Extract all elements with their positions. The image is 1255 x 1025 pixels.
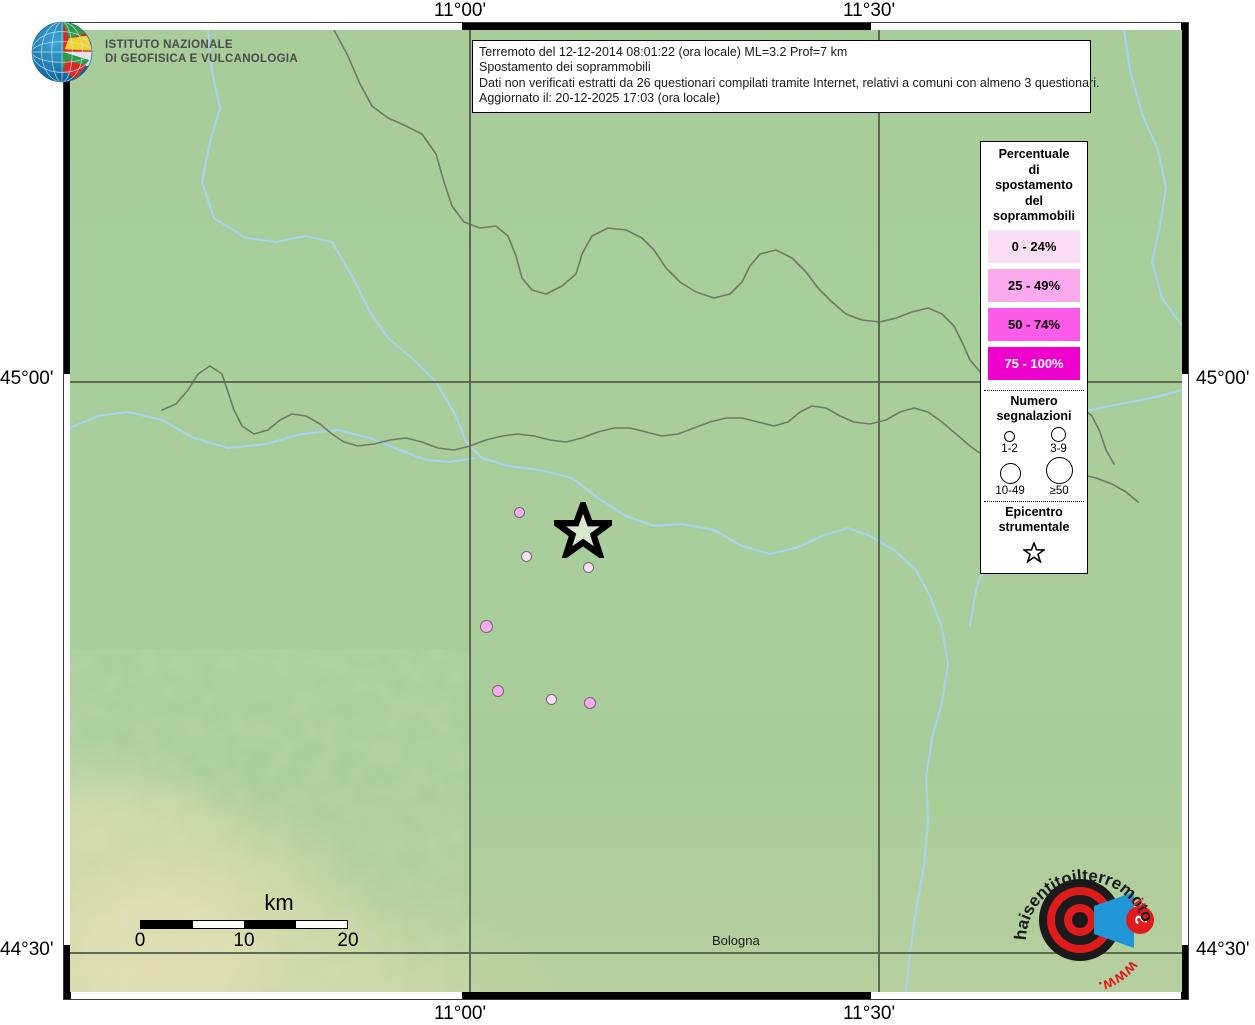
x-axis-tick-top-2: 11°30'	[843, 0, 896, 21]
frame-band-left-3	[64, 945, 71, 999]
hsit-logo-bottom-text: www.	[1097, 957, 1142, 993]
event-info-line-2: Spostamento dei soprammobili	[479, 60, 651, 75]
ingv-globe-icon	[31, 21, 93, 83]
ingv-logo-text: ISTITUTO NAZIONALE DI GEOFISICA E VULCAN…	[105, 38, 298, 66]
city-label-bologna: Bologna	[712, 933, 760, 948]
y-axis-tick-left-2: 44°30'	[0, 939, 54, 960]
epicentre-star-legend-icon	[1023, 541, 1045, 563]
graticule-parallel-45-00	[70, 381, 1182, 383]
frame-band-right-3	[1181, 945, 1188, 999]
y-axis-tick-left-1: 45°00'	[0, 368, 54, 389]
legend-count-item-50-plus: ≥50	[1045, 456, 1073, 497]
scale-bar: km 0 10 20	[135, 890, 392, 951]
frame-band-bottom-3	[871, 992, 1188, 999]
event-info-line-4: Aggiornato il: 20-12-2025 17:03 (ora loc…	[479, 91, 721, 106]
legend-count-title: Numero segnalazioni	[981, 391, 1087, 426]
map-legend: Percentuale di spostamento del soprammob…	[980, 141, 1088, 574]
count-circle-small-icon	[1004, 430, 1015, 442]
legend-epicentre-title-line-2: strumentale	[998, 519, 1070, 534]
x-axis-tick-top-1: 11°00'	[434, 0, 487, 21]
terrain-texture	[70, 650, 470, 992]
legend-count-item-10-49: 10-49	[995, 462, 1025, 497]
ingv-logo-line2: DI GEOFISICA E VULCANOLOGIA	[105, 53, 298, 65]
x-axis-tick-bottom-1: 11°00'	[434, 1003, 487, 1024]
legend-swatch-75-100[interactable]: 75 - 100%	[988, 346, 1080, 380]
count-circle-large-icon	[999, 462, 1021, 484]
hsit-question-mark: ?	[1131, 914, 1151, 927]
ingv-logo: ISTITUTO NAZIONALE DI GEOFISICA E VULCAN…	[28, 18, 298, 86]
scale-bar-segment	[295, 921, 347, 928]
legend-title-line-2: di	[1028, 162, 1040, 177]
legend-epicentre-title-line-1: Epicentro	[1005, 504, 1063, 519]
frame-band-right-1	[1181, 23, 1188, 374]
count-circle-medium-icon	[1051, 426, 1066, 442]
legend-title-line-3: spostamento	[995, 178, 1073, 192]
graticule-meridian-11-00	[469, 30, 471, 992]
report-marker[interactable]	[492, 685, 504, 697]
graticule-meridian-11-30	[878, 30, 880, 992]
scale-bar-tick-10: 10	[233, 930, 255, 951]
event-info-line-3: Dati non verificati estratti da 26 quest…	[479, 75, 1100, 90]
legend-epicentre-title: Epicentro strumentale	[981, 502, 1087, 537]
epicentre-star-icon[interactable]	[554, 502, 612, 558]
legend-swatch-25-49[interactable]: 25 - 49%	[988, 268, 1080, 302]
legend-count-label-1-2: 1-2	[1001, 442, 1018, 455]
legend-count-row-1: 1-2 3-9	[981, 426, 1087, 455]
legend-swatch-list: 0 - 24% 25 - 49% 50 - 74% 75 - 100%	[981, 228, 1087, 388]
x-axis-tick-bottom-2: 11°30'	[843, 1003, 896, 1024]
frame-band-bottom-1	[64, 992, 462, 999]
report-marker[interactable]	[584, 697, 596, 709]
event-info-box: Terremoto del 12-12-2014 08:01:22 (ora l…	[472, 40, 1100, 113]
legend-divider-1	[984, 389, 1084, 391]
legend-swatch-0-24[interactable]: 0 - 24%	[988, 229, 1080, 263]
frame-band-top-1	[64, 23, 462, 30]
count-circle-xlarge-icon	[1045, 456, 1073, 484]
frame-band-top-2	[462, 23, 871, 30]
legend-title: Percentuale di spostamento del soprammob…	[981, 142, 1087, 228]
y-axis-tick-right-1: 45°00'	[1196, 368, 1250, 389]
y-axis-tick-right-2: 44°30'	[1196, 939, 1250, 960]
legend-title-line-4: del	[1024, 193, 1044, 208]
report-marker[interactable]	[521, 551, 532, 562]
legend-count-label-10-49: 10-49	[995, 484, 1025, 497]
legend-swatch-50-74[interactable]: 50 - 74%	[988, 307, 1080, 341]
frame-band-bottom-2	[462, 992, 871, 999]
report-marker[interactable]	[480, 620, 493, 633]
report-marker[interactable]	[514, 507, 525, 518]
frame-band-left-1	[64, 23, 71, 374]
legend-count-row-2: 10-49 ≥50	[981, 455, 1087, 497]
scale-bar-track	[140, 920, 348, 929]
legend-divider-2	[984, 500, 1084, 502]
frame-band-top-3	[871, 23, 1188, 30]
hsit-logo[interactable]: ? haisentitoilterremoto .it www.	[1010, 848, 1160, 993]
legend-count-item-1-2: 1-2	[1001, 430, 1018, 455]
scale-bar-segment	[244, 921, 296, 928]
legend-count-label-3-9: 3-9	[1050, 442, 1067, 455]
legend-count-item-3-9: 3-9	[1050, 426, 1067, 455]
scale-bar-segment	[192, 921, 244, 928]
legend-epicentre-symbol	[981, 537, 1087, 573]
frame-band-left-2	[64, 374, 71, 945]
scale-bar-unit: km	[264, 890, 294, 915]
legend-count-title-line-2: segnalazioni	[996, 408, 1072, 423]
admin-boundary-layer	[161, 30, 1139, 503]
legend-count-title-line-1: Numero	[1010, 393, 1058, 408]
report-marker[interactable]	[583, 562, 594, 573]
frame-band-right-2	[1181, 374, 1188, 945]
report-marker[interactable]	[546, 694, 557, 705]
scale-bar-tick-0: 0	[134, 930, 146, 951]
legend-title-line-1: Percentuale	[998, 147, 1070, 161]
legend-count-label-50-plus: ≥50	[1049, 484, 1069, 497]
ingv-logo-line1: ISTITUTO NAZIONALE	[105, 39, 233, 51]
graticule-parallel-44-30	[70, 952, 1182, 954]
scale-bar-ticks: 0 10 20	[135, 929, 359, 951]
legend-title-line-5: soprammobili	[993, 209, 1075, 223]
scale-bar-tick-20: 20	[337, 930, 359, 951]
scale-bar-segment	[141, 921, 193, 928]
event-info-line-1: Terremoto del 12-12-2014 08:01:22 (ora l…	[479, 45, 848, 59]
